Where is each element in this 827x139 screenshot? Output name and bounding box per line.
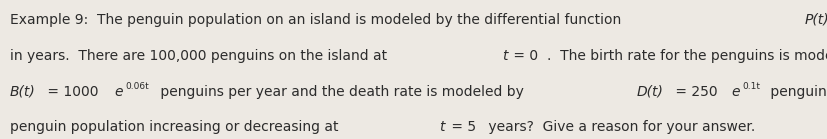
Text: 0.1t: 0.1t bbox=[743, 82, 761, 91]
Text: in years.  There are 100,000 penguins on the island at: in years. There are 100,000 penguins on … bbox=[10, 49, 391, 64]
Text: P(t): P(t) bbox=[805, 13, 827, 27]
Text: e: e bbox=[732, 85, 740, 99]
Text: .  The birth rate for the penguins is modeled by: . The birth rate for the penguins is mod… bbox=[547, 49, 827, 64]
Text: penguins per year and the death rate is modeled by: penguins per year and the death rate is … bbox=[156, 85, 528, 99]
Text: D(t): D(t) bbox=[637, 85, 663, 99]
Text: years?  Give a reason for your answer.: years? Give a reason for your answer. bbox=[484, 120, 755, 134]
Text: penguin population increasing or decreasing at: penguin population increasing or decreas… bbox=[10, 120, 343, 134]
Text: = 0: = 0 bbox=[509, 49, 538, 64]
Text: e: e bbox=[115, 85, 123, 99]
Text: 0.06t: 0.06t bbox=[126, 82, 150, 91]
Text: = 250: = 250 bbox=[672, 85, 718, 99]
Text: t: t bbox=[439, 120, 445, 134]
Text: Example 9:  The penguin population on an island is modeled by the differential f: Example 9: The penguin population on an … bbox=[10, 13, 625, 27]
Text: = 1000: = 1000 bbox=[43, 85, 98, 99]
Text: penguins per year.  Is the: penguins per year. Is the bbox=[766, 85, 827, 99]
Text: = 5: = 5 bbox=[447, 120, 476, 134]
Text: B(t): B(t) bbox=[10, 85, 36, 99]
Text: t: t bbox=[502, 49, 508, 64]
